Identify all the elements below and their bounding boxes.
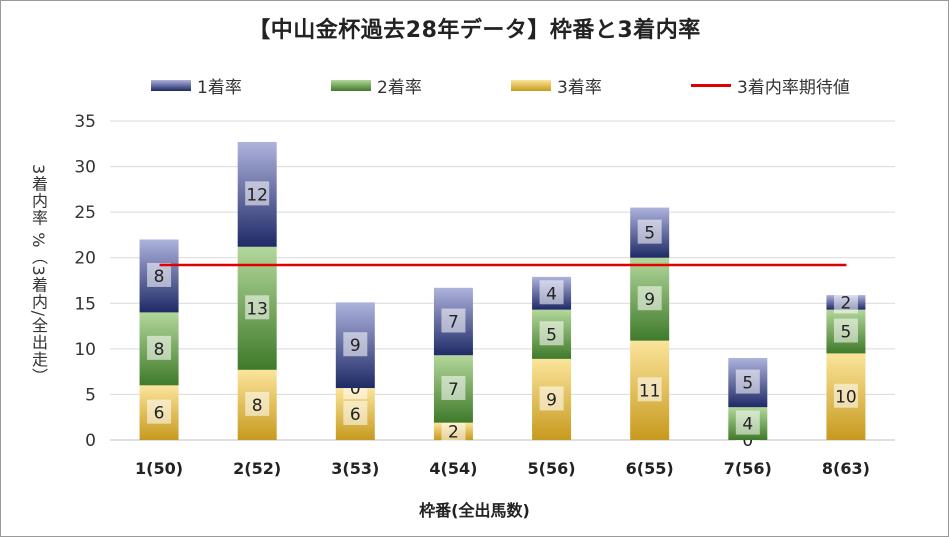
legend-swatch-2nd	[331, 79, 371, 91]
y-tick-label: 0	[85, 431, 96, 451]
data-label: 2	[841, 293, 852, 313]
legend-item-1st: 1着率	[151, 74, 242, 98]
y-tick-label: 30	[74, 158, 96, 178]
data-label-box	[637, 377, 662, 402]
data-label: 5	[644, 224, 655, 244]
data-label-box	[441, 308, 466, 333]
data-label: 7	[448, 380, 459, 400]
data-label-box	[539, 321, 564, 346]
data-label-box	[833, 318, 858, 343]
y-tick-label: 20	[74, 249, 96, 269]
legend-label-2nd: 2着率	[377, 77, 422, 98]
data-label-box	[343, 332, 368, 357]
legend-label-expected: 3着内率期待値	[737, 77, 850, 98]
x-tick-label: 1(50)	[135, 459, 183, 478]
y-tick-label: 25	[74, 203, 96, 223]
data-label: 7	[448, 313, 459, 333]
y-tick-label: 35	[74, 112, 96, 132]
data-label: 13	[246, 299, 268, 319]
data-label: 9	[644, 290, 655, 310]
data-label-box	[637, 219, 662, 244]
x-tick-label: 2(52)	[233, 459, 281, 478]
data-label-box	[245, 295, 270, 320]
data-label-box	[147, 262, 172, 287]
legend-swatch-3rd	[511, 79, 551, 91]
data-label: 0	[350, 379, 361, 399]
data-label-box	[735, 410, 760, 435]
data-label-box	[833, 289, 858, 314]
data-label-box	[245, 391, 270, 416]
legend-item-3rd: 3着率	[511, 74, 602, 98]
data-label: 10	[835, 388, 857, 408]
data-label-box	[147, 399, 172, 424]
data-label: 5	[742, 374, 753, 394]
legend-label-1st: 1着率	[197, 77, 242, 98]
data-label: 6	[350, 405, 361, 425]
legend-swatch-expected	[691, 83, 731, 87]
data-label-box	[735, 369, 760, 394]
data-label: 4	[742, 415, 753, 435]
x-tick-label: 3(53)	[331, 459, 379, 478]
legend-item-expected: 3着内率期待値	[691, 74, 850, 98]
data-label: 9	[350, 336, 361, 356]
data-label: 11	[639, 381, 661, 401]
data-label: 9	[546, 390, 557, 410]
data-label-box	[441, 375, 466, 400]
data-label: 12	[246, 185, 268, 205]
legend-item-2nd: 2着率	[331, 74, 422, 98]
y-tick-label: 5	[85, 385, 96, 405]
data-label-box	[539, 280, 564, 305]
data-label-box	[539, 386, 564, 411]
data-label-box	[637, 286, 662, 311]
chart-title: 【中山金杯過去28年データ】枠番と3着内率	[248, 18, 701, 43]
data-label: 2	[448, 422, 459, 442]
y-axis-title: 3着内率 %（3着内/全出走）	[29, 164, 48, 386]
data-label: 8	[154, 340, 165, 360]
data-label: 6	[154, 404, 165, 424]
x-tick-label: 8(63)	[822, 459, 870, 478]
data-label: 5	[546, 325, 557, 345]
x-tick-label: 5(56)	[528, 459, 576, 478]
data-label: 0	[742, 431, 753, 451]
y-tick-label: 10	[74, 340, 96, 360]
x-tick-label: 7(56)	[724, 459, 772, 478]
data-label: 8	[154, 267, 165, 287]
y-tick-label: 15	[74, 294, 96, 314]
data-label: 8	[252, 396, 263, 416]
legend-label-3rd: 3着率	[557, 77, 602, 98]
x-tick-label: 4(54)	[429, 459, 477, 478]
x-tick-label: 6(55)	[626, 459, 674, 478]
data-label-box	[833, 383, 858, 408]
data-label-box	[245, 181, 270, 206]
x-axis-title: 枠番(全出馬数)	[419, 501, 530, 520]
data-label-box	[147, 335, 172, 360]
data-label: 5	[841, 323, 852, 343]
data-label-box	[343, 401, 368, 426]
legend: 1着率 2着率 3着率 3着内率期待値	[0, 74, 949, 98]
data-label: 4	[546, 284, 557, 304]
legend-swatch-1st	[151, 79, 191, 91]
